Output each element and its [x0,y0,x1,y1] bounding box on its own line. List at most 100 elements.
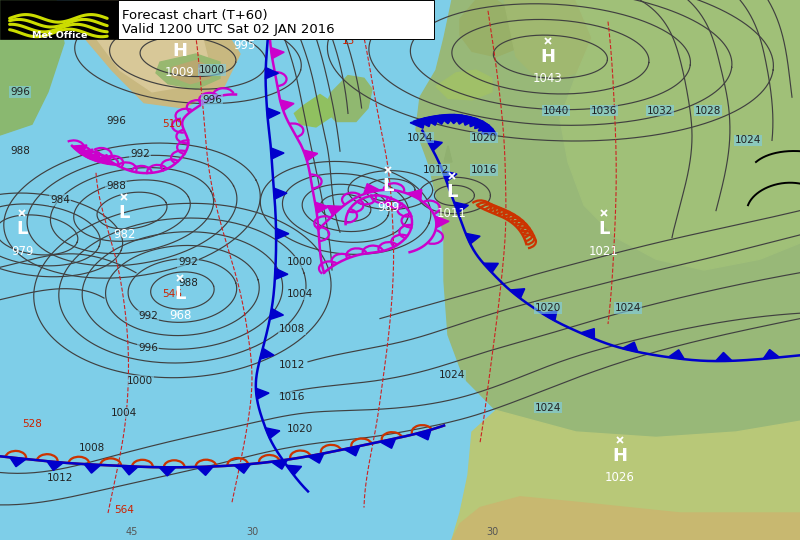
Text: Valid 1200 UTC Sat 02 JAN 2016: Valid 1200 UTC Sat 02 JAN 2016 [122,23,334,36]
Polygon shape [80,0,240,108]
Text: L: L [174,285,186,303]
Polygon shape [436,70,492,100]
Polygon shape [410,118,426,129]
Polygon shape [172,60,212,84]
Polygon shape [415,430,431,440]
Text: 1016: 1016 [471,165,497,175]
Text: 1043: 1043 [533,72,563,85]
Polygon shape [560,0,800,270]
Polygon shape [483,263,498,273]
Polygon shape [315,202,329,213]
Polygon shape [417,117,433,126]
Text: 979: 979 [11,245,34,258]
Polygon shape [266,68,278,79]
Polygon shape [436,217,449,227]
Text: 1004: 1004 [111,408,137,418]
Text: 1016: 1016 [279,392,305,402]
Text: 989: 989 [377,201,399,214]
Polygon shape [270,48,284,58]
Polygon shape [95,154,110,165]
Text: L: L [382,177,394,195]
Polygon shape [280,100,294,111]
Text: 1021: 1021 [589,245,619,258]
Text: 1024: 1024 [735,136,761,145]
Text: 564: 564 [114,505,134,515]
Polygon shape [424,116,440,125]
Text: 1024: 1024 [407,133,433,143]
Text: 1024: 1024 [439,370,465,380]
Polygon shape [234,464,250,473]
Polygon shape [474,118,489,129]
Polygon shape [580,329,594,339]
Polygon shape [431,115,447,124]
Text: L: L [598,220,610,239]
Polygon shape [122,466,138,475]
Polygon shape [10,457,26,467]
Polygon shape [364,184,379,194]
Text: 30: 30 [486,526,498,537]
Text: 996: 996 [202,95,222,105]
Text: 992: 992 [178,257,198,267]
Text: H: H [613,447,627,465]
Polygon shape [438,114,455,124]
Polygon shape [266,428,280,438]
Text: H: H [173,42,187,60]
Text: 15: 15 [342,36,354,45]
Polygon shape [256,388,269,399]
Text: 1012: 1012 [423,165,449,175]
Text: 1000: 1000 [127,376,153,386]
Text: 45: 45 [126,526,138,537]
Polygon shape [763,349,780,359]
Text: 30: 30 [246,526,258,537]
Text: 1004: 1004 [287,289,313,299]
Polygon shape [0,0,64,135]
Polygon shape [96,5,208,92]
Text: 982: 982 [113,228,135,241]
Polygon shape [267,107,280,119]
Polygon shape [344,446,360,456]
Text: 988: 988 [178,279,198,288]
Polygon shape [276,228,289,239]
Polygon shape [416,0,800,437]
Text: 1020: 1020 [471,133,497,143]
Polygon shape [275,268,288,280]
Polygon shape [78,149,93,159]
Polygon shape [159,467,176,476]
Text: 1026: 1026 [605,471,635,484]
Polygon shape [84,464,101,473]
Text: L: L [446,183,458,201]
Polygon shape [622,342,638,352]
Text: 1032: 1032 [647,106,673,116]
Polygon shape [668,350,685,359]
Text: 1012: 1012 [279,360,305,369]
Polygon shape [452,410,800,540]
Polygon shape [197,467,214,475]
Text: 996: 996 [10,87,30,97]
Polygon shape [452,497,800,540]
Polygon shape [156,54,220,89]
Polygon shape [482,125,497,134]
Polygon shape [303,150,318,161]
Polygon shape [454,202,469,213]
Polygon shape [327,206,342,215]
Text: 988: 988 [10,146,30,156]
Polygon shape [86,152,100,163]
Polygon shape [478,121,494,131]
Polygon shape [504,0,604,78]
Text: 510: 510 [162,119,182,129]
Text: 984: 984 [50,195,70,205]
Text: 1020: 1020 [287,424,313,434]
Text: 992: 992 [130,149,150,159]
Text: L: L [118,204,130,222]
Polygon shape [510,289,525,299]
Text: 1028: 1028 [695,106,721,116]
Text: 528: 528 [22,419,42,429]
Text: 996: 996 [138,343,158,353]
Polygon shape [274,188,287,199]
FancyBboxPatch shape [0,0,118,39]
Text: 1024: 1024 [535,403,561,413]
Text: 1008: 1008 [279,325,305,334]
Polygon shape [469,117,483,127]
Polygon shape [444,146,452,162]
Text: 1024: 1024 [615,303,641,313]
